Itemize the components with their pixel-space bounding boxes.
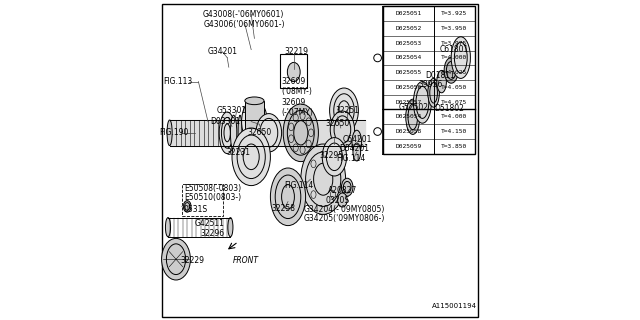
Circle shape bbox=[374, 54, 381, 62]
Ellipse shape bbox=[219, 112, 236, 154]
Text: D025054: D025054 bbox=[396, 114, 422, 119]
Ellipse shape bbox=[256, 114, 282, 152]
Ellipse shape bbox=[353, 143, 361, 161]
Ellipse shape bbox=[428, 78, 440, 107]
Bar bbox=[280, 54, 307, 88]
Ellipse shape bbox=[270, 168, 306, 226]
Ellipse shape bbox=[287, 62, 300, 82]
Text: D025055: D025055 bbox=[396, 70, 422, 75]
Text: T=3.925: T=3.925 bbox=[441, 11, 467, 16]
Text: D025051: D025051 bbox=[396, 11, 422, 16]
Text: G34204(-'09MY0805): G34204(-'09MY0805) bbox=[303, 205, 385, 214]
Ellipse shape bbox=[238, 115, 242, 150]
Text: C61801: C61801 bbox=[440, 45, 469, 54]
Text: T=3.975: T=3.975 bbox=[441, 41, 467, 46]
Ellipse shape bbox=[228, 218, 233, 237]
Ellipse shape bbox=[232, 128, 270, 186]
Circle shape bbox=[374, 128, 381, 135]
Ellipse shape bbox=[444, 58, 458, 83]
Text: FIG.114: FIG.114 bbox=[285, 181, 314, 190]
Text: 32251: 32251 bbox=[335, 106, 359, 115]
Ellipse shape bbox=[244, 97, 264, 105]
Text: D025059: D025059 bbox=[396, 144, 422, 149]
Ellipse shape bbox=[322, 138, 347, 176]
Text: E50510(0803-): E50510(0803-) bbox=[184, 193, 241, 202]
Text: C64201: C64201 bbox=[343, 135, 372, 144]
Text: FIG.114: FIG.114 bbox=[337, 154, 366, 163]
Text: G43008(-'06MY0601): G43008(-'06MY0601) bbox=[202, 10, 284, 19]
Text: A115001194: A115001194 bbox=[432, 303, 477, 309]
Text: 0320S: 0320S bbox=[326, 196, 349, 204]
Text: T=4.025: T=4.025 bbox=[441, 70, 467, 75]
Text: 32258: 32258 bbox=[271, 204, 295, 212]
Text: D025056: D025056 bbox=[396, 85, 422, 90]
Text: 32231: 32231 bbox=[227, 148, 250, 156]
Text: 32650: 32650 bbox=[326, 119, 349, 128]
Text: D025057: D025057 bbox=[396, 100, 422, 105]
Ellipse shape bbox=[338, 193, 347, 207]
Text: A20827: A20827 bbox=[328, 186, 357, 195]
Text: T=4.000: T=4.000 bbox=[441, 55, 467, 60]
Text: ('08MY-): ('08MY-) bbox=[281, 87, 312, 96]
Text: 32229: 32229 bbox=[180, 256, 204, 265]
Bar bbox=[182, 184, 223, 216]
Ellipse shape bbox=[330, 111, 355, 148]
Text: D025058: D025058 bbox=[396, 129, 422, 134]
Text: 32296: 32296 bbox=[201, 229, 225, 238]
Text: 32609: 32609 bbox=[281, 77, 305, 86]
Text: T=4.075: T=4.075 bbox=[441, 100, 467, 105]
Ellipse shape bbox=[301, 144, 346, 214]
Ellipse shape bbox=[244, 139, 264, 146]
Text: G53301: G53301 bbox=[217, 106, 247, 115]
Text: 2: 2 bbox=[376, 129, 380, 134]
Ellipse shape bbox=[230, 115, 237, 150]
Text: 32650: 32650 bbox=[247, 128, 271, 137]
Ellipse shape bbox=[167, 120, 172, 146]
Text: T=4.050: T=4.050 bbox=[441, 85, 467, 90]
Text: D03301: D03301 bbox=[211, 117, 241, 126]
Text: FRONT: FRONT bbox=[233, 256, 259, 265]
Text: G34205('09MY0806-): G34205('09MY0806-) bbox=[303, 214, 385, 223]
Text: D54201: D54201 bbox=[339, 144, 369, 153]
Text: D025053: D025053 bbox=[396, 41, 422, 46]
Text: 39956: 39956 bbox=[418, 80, 443, 89]
Text: 32219: 32219 bbox=[284, 47, 308, 56]
Ellipse shape bbox=[241, 99, 268, 144]
Ellipse shape bbox=[451, 37, 470, 78]
Text: D01811: D01811 bbox=[425, 71, 455, 80]
Bar bbox=[245, 101, 264, 142]
Text: G43006('06MY0601-): G43006('06MY0601-) bbox=[204, 20, 285, 28]
Ellipse shape bbox=[165, 218, 170, 237]
Text: G34201: G34201 bbox=[207, 47, 237, 56]
Text: D51802: D51802 bbox=[435, 104, 465, 113]
Ellipse shape bbox=[406, 99, 420, 134]
Text: E50508(-0803): E50508(-0803) bbox=[184, 184, 241, 193]
Text: FIG.190: FIG.190 bbox=[159, 128, 188, 137]
Bar bbox=[383, 6, 475, 154]
Ellipse shape bbox=[413, 82, 431, 123]
Ellipse shape bbox=[161, 238, 191, 280]
Text: 32295: 32295 bbox=[319, 151, 343, 160]
Ellipse shape bbox=[352, 130, 362, 155]
Ellipse shape bbox=[283, 104, 319, 162]
Text: T=4.150: T=4.150 bbox=[441, 129, 467, 134]
Ellipse shape bbox=[330, 88, 358, 133]
Text: D025052: D025052 bbox=[396, 26, 422, 31]
Ellipse shape bbox=[183, 201, 191, 212]
Text: (-'07MY): (-'07MY) bbox=[281, 108, 313, 116]
Text: G52502: G52502 bbox=[399, 103, 429, 112]
Text: 0531S: 0531S bbox=[184, 205, 208, 214]
Text: FIG.113: FIG.113 bbox=[163, 77, 192, 86]
Text: T=3.950: T=3.950 bbox=[441, 26, 467, 31]
Ellipse shape bbox=[436, 70, 447, 93]
Text: 32609: 32609 bbox=[281, 98, 305, 107]
Ellipse shape bbox=[342, 178, 353, 196]
Text: G42511: G42511 bbox=[195, 220, 225, 228]
Text: 1: 1 bbox=[376, 55, 380, 60]
Text: D025054: D025054 bbox=[396, 55, 422, 60]
Text: T=4.000: T=4.000 bbox=[441, 114, 467, 119]
Text: T=3.850: T=3.850 bbox=[441, 144, 467, 149]
